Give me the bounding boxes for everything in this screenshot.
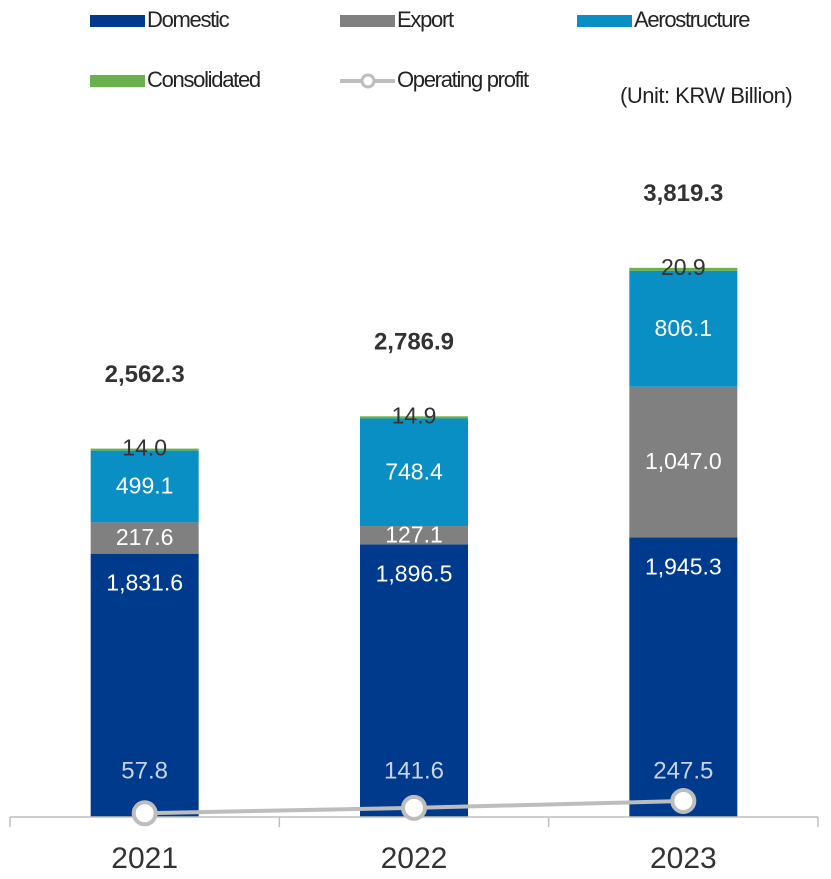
bar-segment	[360, 416, 468, 419]
profit-marker	[131, 800, 158, 827]
legend-marker	[360, 73, 376, 89]
data-label: 14.9	[392, 402, 437, 428]
bar-segment	[90, 522, 199, 554]
legend-swatch	[340, 15, 395, 27]
bar-segment	[629, 267, 738, 271]
profit-label: 247.5	[653, 757, 713, 784]
total-label: 2,562.3	[105, 361, 185, 388]
legend-label: Export	[397, 7, 454, 32]
bar-segment	[360, 418, 468, 527]
bar-segment	[629, 270, 738, 387]
bar-segment	[629, 537, 738, 817]
legend-label: Domestic	[147, 7, 230, 32]
bar-segment	[629, 386, 738, 538]
data-label: 1,945.3	[645, 553, 722, 579]
data-label: 748.4	[385, 458, 443, 484]
unit-annotation: (Unit: KRW Billion)	[620, 83, 792, 108]
data-label: 806.1	[655, 315, 713, 341]
data-label: 1,896.5	[376, 560, 453, 586]
legend-label: Aerostructure	[634, 7, 750, 32]
data-label: 217.6	[116, 524, 174, 550]
data-label: 20.9	[661, 254, 706, 280]
legend-label: Operating profit	[397, 67, 529, 92]
profit-label: 57.8	[121, 757, 168, 784]
data-label: 499.1	[116, 473, 174, 499]
bar-segment	[90, 553, 199, 817]
data-label: 14.0	[122, 435, 167, 461]
legend-swatch	[90, 15, 145, 27]
x-tick-label: 2023	[650, 842, 717, 875]
legend-swatch	[90, 75, 145, 87]
bar-segment	[90, 448, 199, 451]
profit-marker	[670, 787, 697, 814]
profit-label: 141.6	[384, 757, 444, 784]
profit-marker	[401, 794, 427, 821]
bar-segment	[360, 544, 468, 817]
total-label: 2,786.9	[374, 329, 454, 356]
data-label: 1,047.0	[645, 448, 722, 474]
data-label: 1,831.6	[106, 570, 183, 596]
total-label: 3,819.3	[643, 180, 723, 207]
x-tick-label: 2021	[111, 842, 178, 875]
legend-swatch	[577, 15, 632, 27]
bar-segment	[90, 450, 199, 523]
x-tick-label: 2022	[381, 842, 448, 875]
legend-label: Consolidated	[147, 67, 260, 92]
bar-segment	[360, 526, 468, 545]
